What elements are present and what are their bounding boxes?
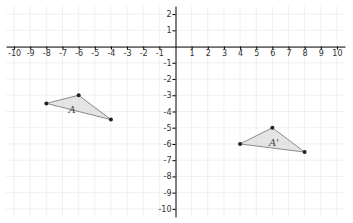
- grid: [6, 6, 345, 217]
- tick-label: 1: [166, 26, 171, 35]
- tick-label: -4: [164, 108, 172, 117]
- tick-mark: [173, 144, 176, 145]
- tick-label: -3: [164, 91, 172, 100]
- tick-label: 10: [332, 49, 342, 58]
- vertex: [303, 150, 307, 154]
- tick: 7: [286, 47, 291, 59]
- tick-label: -1: [156, 49, 164, 58]
- tick: 8: [303, 47, 308, 59]
- tick: -3: [124, 47, 132, 59]
- triangle: [46, 95, 111, 119]
- tick-label: -9: [27, 49, 35, 58]
- tick: 1: [166, 26, 175, 35]
- tick: 10: [332, 47, 342, 59]
- tick-mark: [173, 160, 176, 161]
- tick-label: -2: [164, 75, 172, 84]
- tick: 9: [319, 47, 324, 59]
- tick-label: -10: [158, 205, 171, 214]
- vertex: [77, 93, 81, 97]
- tick-label: 7: [286, 49, 291, 58]
- tick: -2: [164, 75, 176, 84]
- tick-mark: [173, 14, 176, 15]
- tick: -7: [164, 156, 176, 165]
- tick-label: 3: [222, 49, 227, 58]
- tick: -8: [164, 172, 176, 181]
- tick-mark: [173, 112, 176, 113]
- tick-mark: [173, 95, 176, 96]
- tick: -4: [164, 108, 176, 117]
- tick-label: -2: [140, 49, 148, 58]
- tick-label: -1: [164, 59, 172, 68]
- tick: -5: [164, 124, 176, 133]
- tick: -9: [27, 47, 35, 59]
- tick-label: -9: [164, 189, 172, 198]
- tick-mark: [173, 30, 176, 31]
- tick-mark: [173, 63, 176, 64]
- tick: -3: [164, 91, 176, 100]
- tick-label: -6: [164, 140, 172, 149]
- tick-label: -7: [164, 156, 172, 165]
- tick: -6: [164, 140, 176, 149]
- tick: 2: [166, 10, 175, 19]
- tick-label: -7: [59, 49, 67, 58]
- triangle: [240, 128, 305, 152]
- tick-label: -10: [8, 49, 21, 58]
- tick-mark: [173, 176, 176, 177]
- tick: -9: [164, 189, 176, 198]
- tick-label: -5: [164, 124, 172, 133]
- tick: 5: [254, 47, 259, 59]
- tick: -4: [107, 47, 115, 59]
- tick-label: 1: [190, 49, 195, 58]
- tick-label: 6: [270, 49, 275, 58]
- tick-label: 5: [254, 49, 259, 58]
- tick: 6: [270, 47, 275, 59]
- tick-label: -5: [91, 49, 99, 58]
- tick-label: 9: [319, 49, 324, 58]
- tick-label: -4: [107, 49, 115, 58]
- tick-label: 8: [303, 49, 308, 58]
- vertex: [270, 126, 274, 130]
- vertex: [109, 118, 113, 122]
- tick-mark: [173, 128, 176, 129]
- tick: -10: [158, 205, 175, 214]
- tick: -6: [75, 47, 83, 59]
- tick: 3: [222, 47, 227, 59]
- axis-line: [176, 7, 177, 218]
- annotation: A': [268, 137, 279, 148]
- tick-label: 4: [238, 49, 243, 58]
- tick: -5: [91, 47, 99, 59]
- vertex: [238, 142, 242, 146]
- tick-mark: [173, 209, 176, 210]
- tick-label: -6: [75, 49, 83, 58]
- tick: -2: [140, 47, 148, 59]
- tick: 4: [238, 47, 243, 59]
- tick-label: -8: [43, 49, 51, 58]
- annotation: A: [68, 104, 76, 115]
- tick-mark: [173, 79, 176, 80]
- tick: -7: [59, 47, 67, 59]
- chart: -10-9-8-7-6-5-4-3-2-112345678910-10-9-8-…: [0, 0, 353, 223]
- tick-label: -3: [124, 49, 132, 58]
- tick-mark: [173, 193, 176, 194]
- tick: -8: [43, 47, 51, 59]
- tick-label: 2: [166, 10, 171, 19]
- marks: [44, 93, 306, 154]
- tick: -10: [8, 47, 21, 59]
- tick: -1: [156, 47, 164, 59]
- tick-label: -8: [164, 172, 172, 181]
- vertex: [44, 101, 48, 105]
- tick-label: 2: [206, 49, 211, 58]
- y-axis: -10 -9 -8 -7 -6 -5 -4 -3 -2 -1 1 2: [158, 7, 176, 218]
- annotations: A A': [68, 104, 279, 147]
- tick: -1: [164, 59, 176, 68]
- tick: 1: [190, 47, 195, 59]
- tick: 2: [206, 47, 211, 59]
